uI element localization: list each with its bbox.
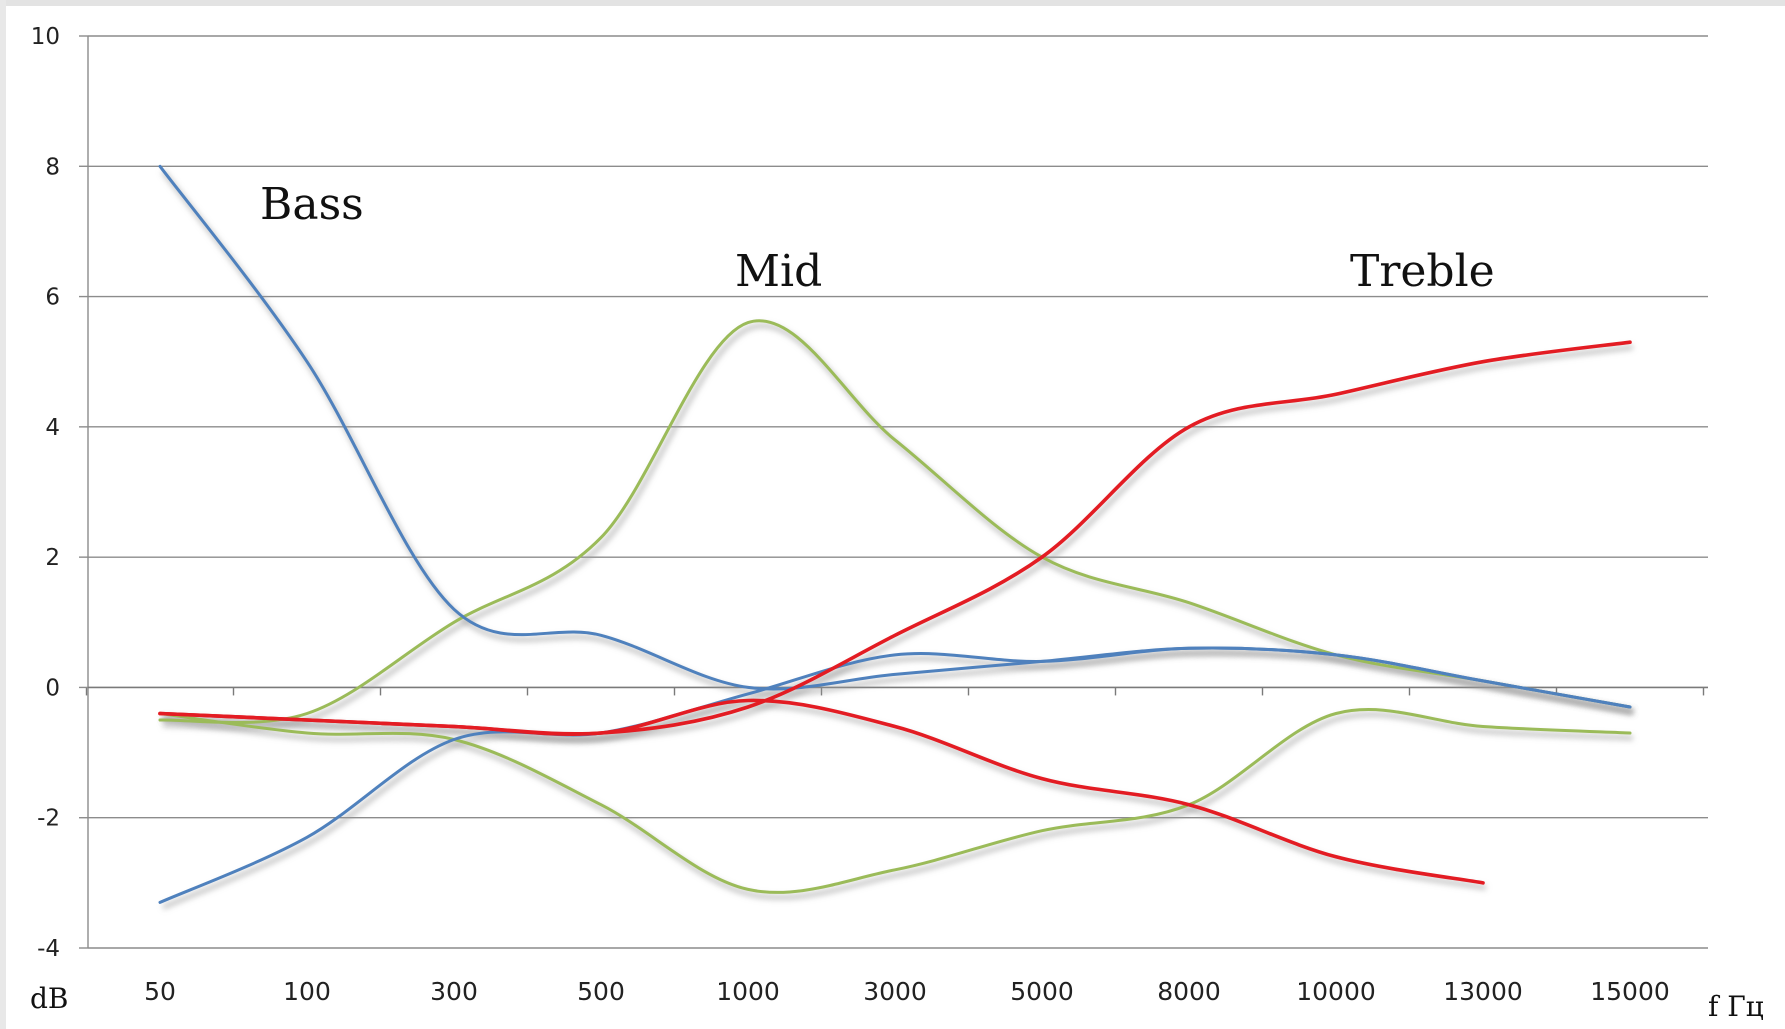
y-tick-label: 0 — [45, 675, 60, 701]
series-shadow-mid — [162, 712, 1634, 900]
window-edge-top — [0, 0, 1785, 6]
x-tick-label: 3000 — [863, 977, 927, 1006]
annotation-bass: Bass — [260, 179, 364, 230]
x-axis-ticks: 50 100 300 500 1000 3000 5000 8000 10000 13000 150… — [144, 977, 1670, 1006]
x-tick-label: 300 — [430, 977, 478, 1006]
y-tick-label: -2 — [37, 806, 60, 832]
series-line-mid-2 — [158, 319, 1632, 725]
series-line-treble-4 — [158, 340, 1632, 736]
x-tick-label: 500 — [577, 977, 625, 1006]
x-tick-label: 10000 — [1296, 977, 1376, 1006]
x-tick-label: 15000 — [1590, 977, 1670, 1006]
y-tick-label: 8 — [45, 154, 60, 180]
x-tick-label: 1000 — [716, 977, 780, 1006]
y-tick-label: 2 — [45, 545, 60, 571]
series-line-bass-1 — [158, 646, 1632, 904]
x-tick-label: 13000 — [1443, 977, 1523, 1006]
y-axis-ticks: 10 8 6 4 2 0 -2 -4 — [31, 24, 88, 962]
series-shadow-treble — [162, 344, 1634, 742]
x-tick-label: 50 — [144, 977, 176, 1006]
series-line-mid-3 — [158, 708, 1632, 894]
y-tick-label: 10 — [31, 24, 60, 50]
annotation-treble: Treble — [1350, 246, 1495, 297]
window-edge-left — [0, 0, 6, 1029]
annotation-mid: Mid — [735, 246, 822, 297]
x-tick-label: 8000 — [1157, 977, 1221, 1006]
y-tick-label: 4 — [45, 415, 60, 441]
x-axis — [85, 686, 1708, 696]
x-axis-unit-label: f Гц — [1708, 990, 1764, 1023]
y-tick-label: -4 — [37, 936, 60, 962]
x-tick-label: 100 — [283, 977, 331, 1006]
gridlines — [87, 35, 1708, 949]
y-axis-unit-label: dB — [30, 982, 69, 1015]
x-tick-label: 5000 — [1010, 977, 1074, 1006]
series-lines — [158, 164, 1632, 904]
y-tick-label: 6 — [45, 285, 60, 311]
